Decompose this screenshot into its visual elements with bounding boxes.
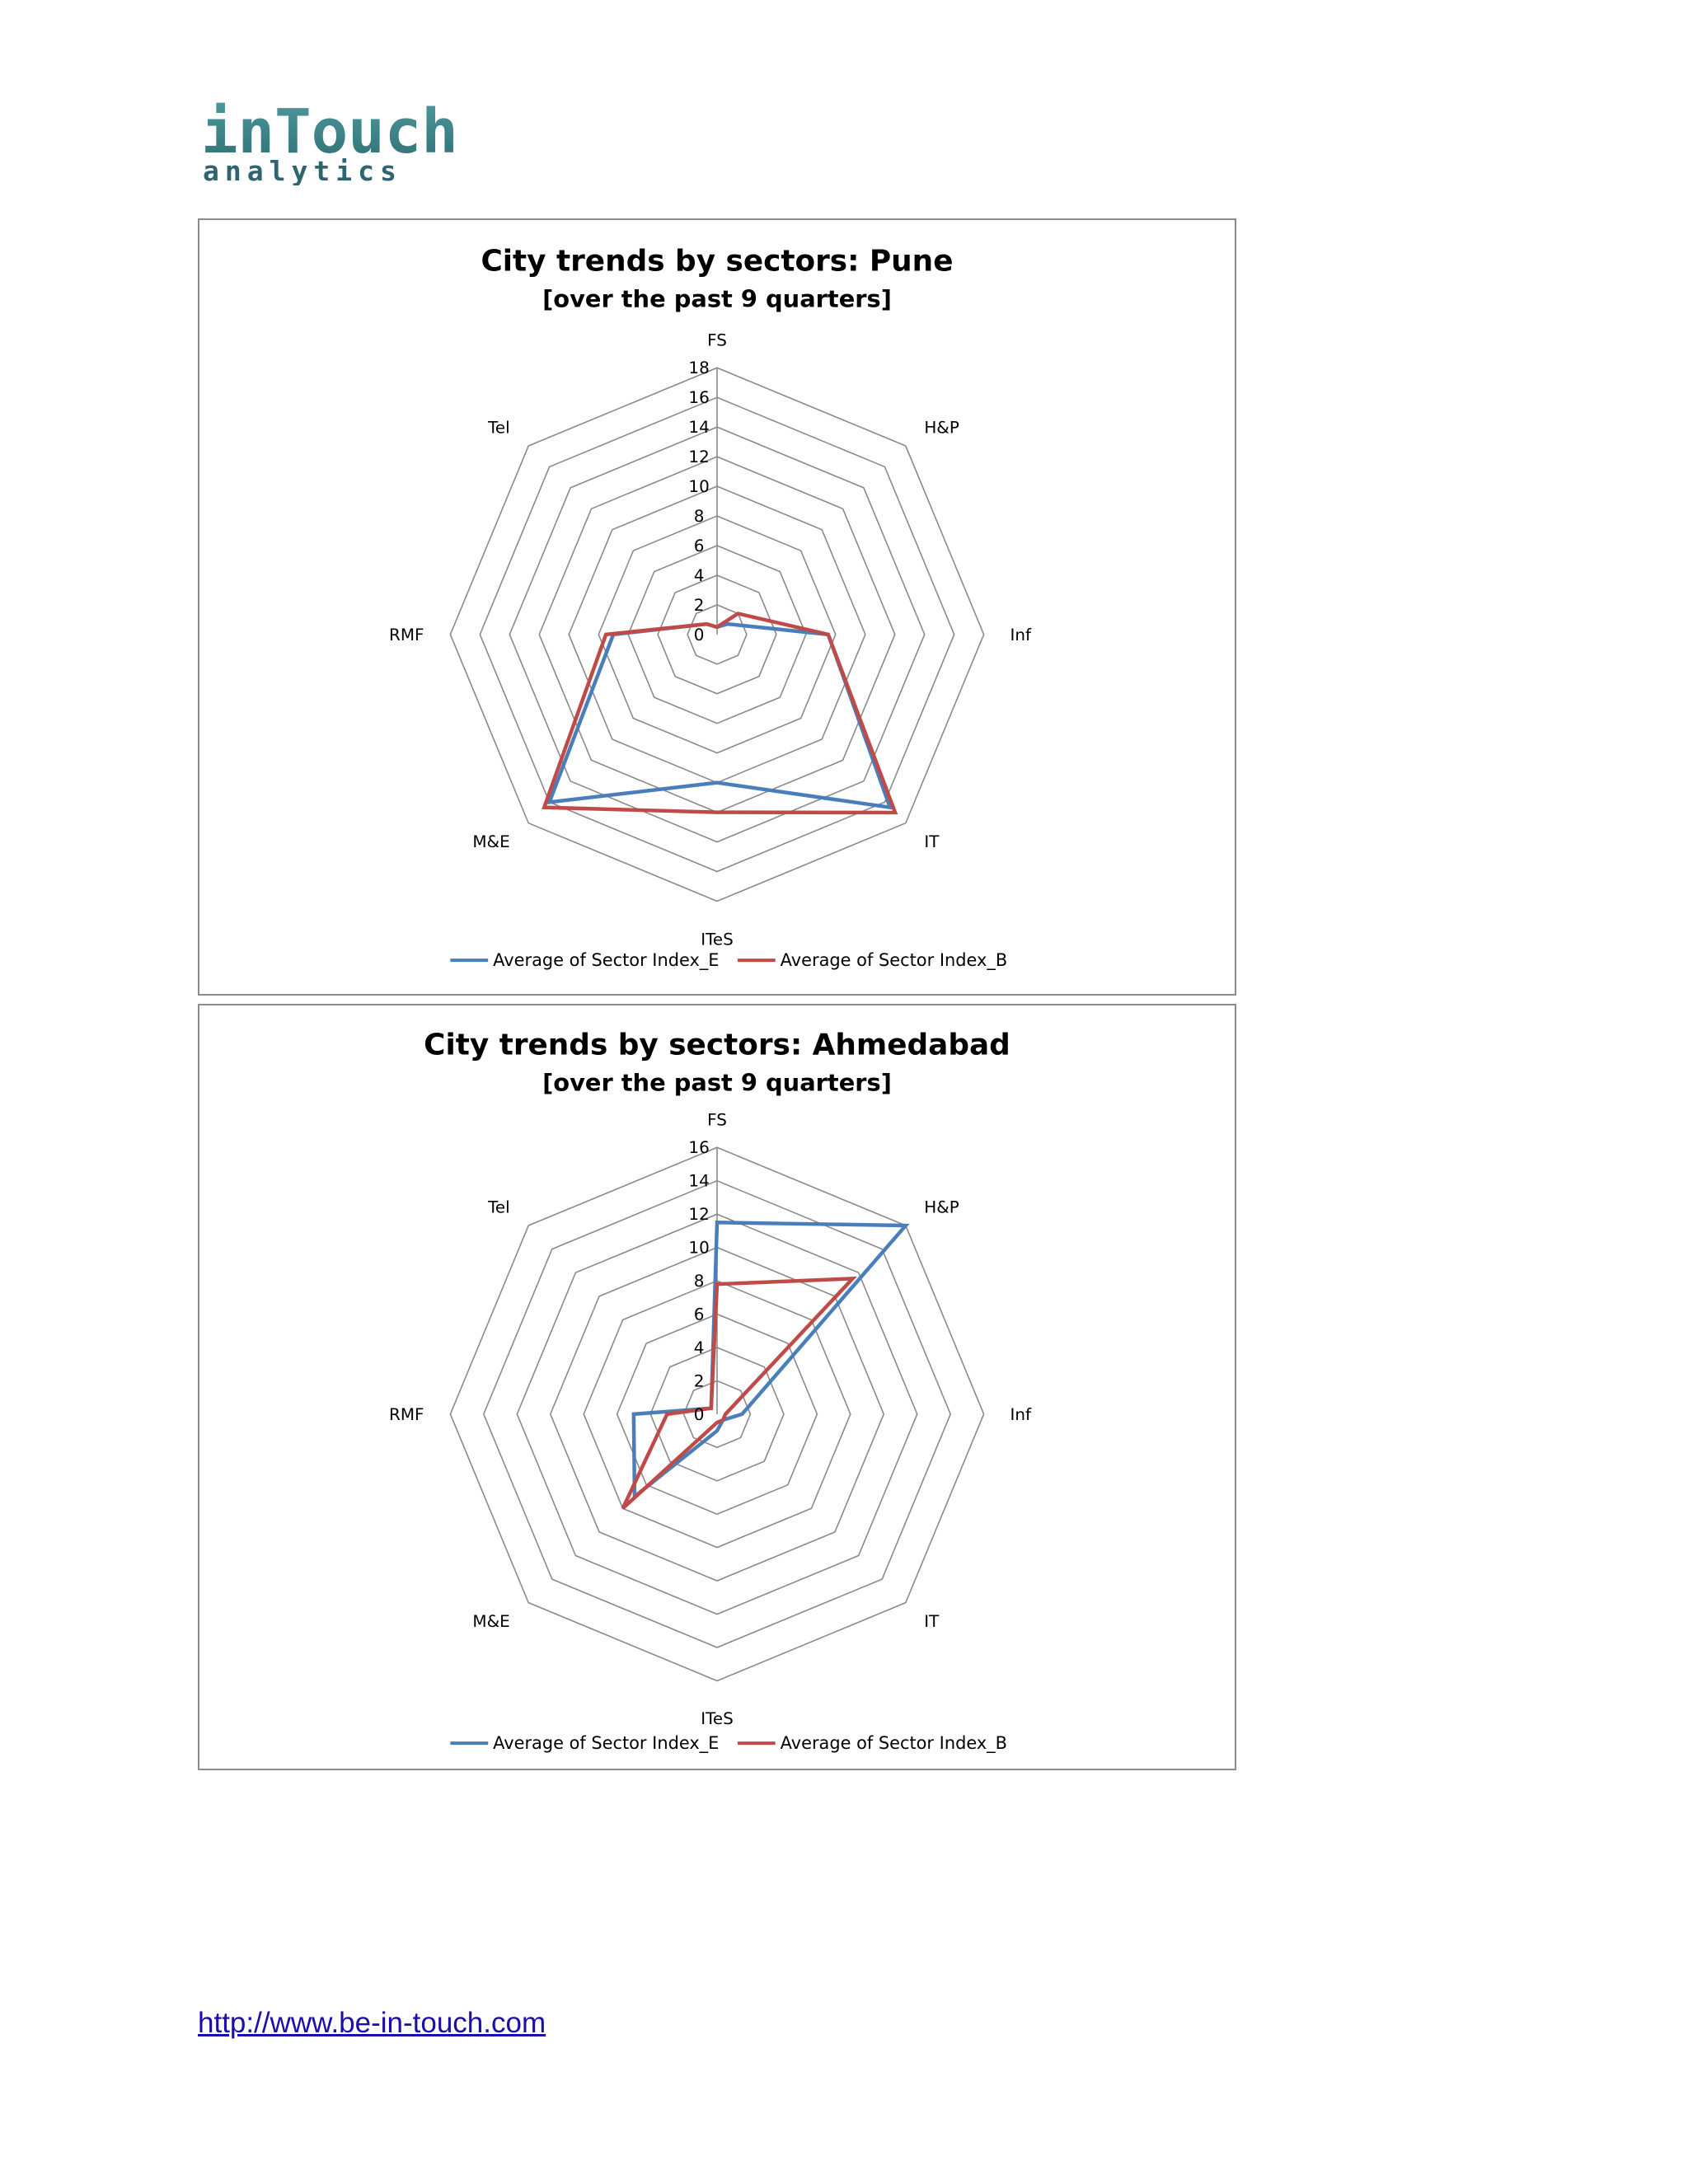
tick-label: 2 — [694, 1371, 705, 1390]
category-label-handp: H&P — [924, 1198, 959, 1217]
category-label-tel: Tel — [487, 418, 510, 437]
legend-label: Average of Sector Index_B — [781, 1733, 1007, 1754]
tick-label: 12 — [688, 448, 709, 466]
grid-ring-18 — [449, 367, 985, 902]
tick-label: 6 — [694, 1305, 705, 1324]
grid-ring-6 — [627, 545, 807, 724]
chart-title: City trends by sectors: Pune — [481, 245, 953, 279]
grid-ring-14 — [482, 1179, 952, 1648]
tick-label: 6 — [694, 537, 705, 555]
tick-label: 2 — [694, 596, 705, 615]
radar-series — [542, 612, 898, 815]
series-line-b — [621, 1276, 857, 1510]
legend-entry-b: Average of Sector Index_B — [737, 950, 1007, 970]
logo-line1: inTouch — [201, 96, 458, 167]
radar-labels: 0 2 4 6 8 10 12 14 16 18 FS H&P Inf IT ITeS M&E RMF Tel — [389, 330, 1032, 949]
grid-ring-10 — [549, 1246, 885, 1582]
tick-label: 12 — [688, 1205, 709, 1224]
category-label-rmf: RMF — [389, 626, 424, 644]
category-label-tel: Tel — [487, 1198, 510, 1217]
legend-label: Average of Sector Index_E — [493, 1733, 719, 1754]
grid-ring-16 — [449, 1146, 985, 1682]
category-label-fs: FS — [707, 1110, 727, 1129]
chart-legend: Average of Sector Index_E Average of Sect… — [450, 950, 1007, 970]
category-label-mande: M&E — [472, 1612, 509, 1631]
grid-ring-4 — [657, 574, 777, 695]
chart-subtitle: [over the past 9 quarters] — [542, 1069, 892, 1097]
radar-grid — [449, 1146, 985, 1682]
category-label-ites: ITeS — [701, 930, 734, 949]
grid-ring-2 — [682, 1380, 752, 1449]
category-label-it: IT — [924, 832, 940, 851]
grid-ring-12 — [516, 1213, 918, 1615]
tick-label: 14 — [688, 1172, 709, 1191]
legend-label: Average of Sector Index_E — [493, 950, 719, 970]
tick-label: 8 — [694, 1272, 705, 1291]
radar-labels: 0 2 4 6 8 10 12 14 16 FS H&P Inf IT ITeS M&E RMF Tel — [389, 1110, 1032, 1728]
legend-entry-e: Average of Sector Index_E — [450, 1733, 719, 1754]
radar-grid — [449, 367, 985, 902]
chart-legend: Average of Sector Index_E Average of Sect… — [450, 1733, 1007, 1754]
chart-pune: City trends by sectors: Pune [over the p… — [198, 218, 1236, 996]
grid-ring-2 — [687, 604, 748, 665]
tick-label: 0 — [694, 1405, 705, 1424]
logo-graphic: inTouch analytics — [201, 96, 458, 187]
tick-label: 16 — [688, 388, 709, 407]
grid-ring-8 — [583, 1280, 851, 1549]
category-label-fs: FS — [707, 330, 727, 349]
grid-ring-6 — [616, 1313, 818, 1516]
grid-ring-14 — [509, 426, 926, 843]
chart-title: City trends by sectors: Ahmedabad — [424, 1029, 1010, 1062]
tick-label: 10 — [688, 1239, 709, 1258]
logo-line2: analytics — [203, 155, 402, 185]
tick-label: 14 — [688, 418, 709, 437]
category-label-handp: H&P — [924, 418, 959, 437]
tick-label: 8 — [694, 507, 705, 526]
tick-label: 18 — [688, 359, 709, 377]
radar-chart-ahmedabad: City trends by sectors: Ahmedabad [over … — [389, 1029, 1032, 1754]
grid-ring-16 — [479, 396, 955, 873]
grid-ring-8 — [598, 515, 837, 754]
category-label-rmf: RMF — [389, 1405, 424, 1424]
chart-subtitle: [over the past 9 quarters] — [542, 285, 892, 313]
chart-ahmedabad: City trends by sectors: Ahmedabad [over … — [198, 1004, 1236, 1770]
radar-series — [621, 1220, 910, 1510]
legend-entry-e: Average of Sector Index_E — [450, 950, 720, 970]
tick-label: 4 — [694, 566, 705, 585]
tick-label: 16 — [688, 1138, 709, 1157]
series-line-e — [631, 1220, 910, 1501]
category-label-inf: Inf — [1010, 626, 1031, 644]
category-label-inf: Inf — [1010, 1405, 1031, 1424]
category-label-ites: ITeS — [701, 1709, 734, 1728]
tick-label: 0 — [694, 626, 705, 644]
radar-chart-pune: City trends by sectors: Pune [over the p… — [389, 245, 1032, 970]
category-label-it: IT — [924, 1612, 940, 1631]
website-link[interactable]: http://www.be-in-touch.com — [198, 2007, 546, 2039]
tick-label: 4 — [694, 1338, 705, 1357]
legend-label: Average of Sector Index_B — [781, 950, 1007, 970]
tick-label: 10 — [688, 477, 709, 496]
legend-entry-b: Average of Sector Index_B — [737, 1733, 1007, 1754]
series-line-b — [542, 612, 898, 815]
category-label-mande: M&E — [472, 832, 509, 851]
intouch-analytics-logo: inTouch analytics — [199, 95, 471, 187]
